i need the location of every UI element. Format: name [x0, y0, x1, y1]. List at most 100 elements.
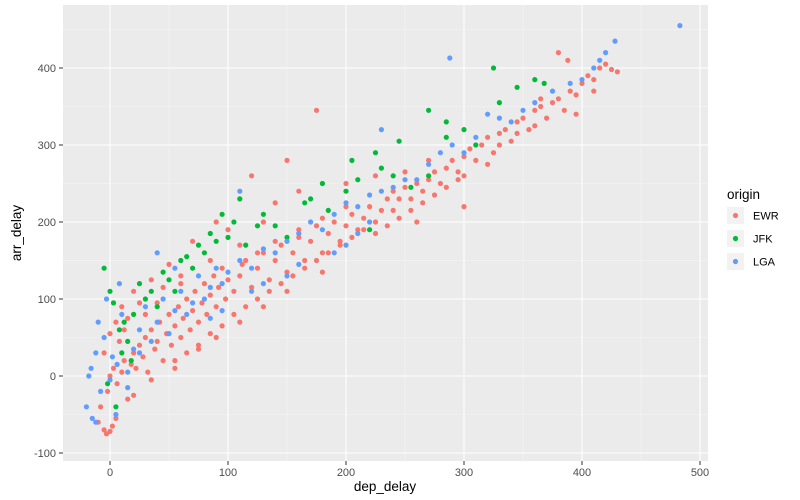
point-ewr: [538, 96, 544, 102]
point-lga: [473, 134, 479, 140]
y-tick-label: 100: [38, 294, 56, 306]
point-jfk: [426, 173, 432, 179]
point-ewr: [125, 315, 131, 321]
x-tick-label: 400: [573, 467, 591, 479]
point-lga: [343, 242, 349, 248]
point-jfk: [372, 150, 379, 156]
point-ewr: [107, 331, 113, 337]
plot-panel: [63, 5, 708, 461]
point-lga: [426, 161, 432, 167]
point-lga: [343, 200, 349, 206]
point-ewr: [110, 365, 117, 371]
point-lga: [319, 227, 325, 233]
point-jfk: [113, 404, 119, 410]
point-ewr: [219, 323, 225, 329]
point-ewr: [290, 273, 296, 279]
point-ewr: [337, 238, 343, 244]
point-ewr: [296, 234, 302, 240]
point-ewr: [142, 334, 148, 341]
point-ewr: [113, 415, 119, 421]
point-jfk: [443, 134, 449, 140]
point-ewr: [168, 342, 174, 348]
point-lga: [597, 57, 603, 63]
point-lga: [101, 334, 107, 341]
point-ewr: [192, 288, 198, 294]
point-jfk: [225, 234, 231, 240]
point-ewr: [121, 358, 127, 364]
point-jfk: [319, 180, 325, 187]
point-lga: [249, 288, 255, 294]
point-ewr: [98, 404, 104, 410]
point-jfk: [166, 277, 172, 283]
point-ewr: [243, 304, 249, 310]
point-ewr: [325, 250, 331, 256]
point-ewr: [455, 177, 461, 183]
point-ewr: [502, 127, 508, 133]
point-ewr: [201, 281, 207, 287]
point-ewr: [213, 304, 219, 310]
point-lga: [579, 77, 585, 83]
point-ewr: [313, 223, 320, 229]
point-lga: [549, 88, 556, 94]
point-ewr: [175, 304, 181, 310]
point-jfk: [260, 211, 266, 217]
point-jfk: [231, 219, 237, 225]
point-lga: [355, 204, 361, 210]
point-jfk: [148, 288, 154, 294]
point-ewr: [355, 227, 361, 233]
point-jfk: [343, 188, 349, 194]
point-ewr: [479, 142, 485, 148]
point-ewr: [319, 250, 325, 256]
point-ewr: [325, 230, 331, 237]
point-lga: [131, 346, 137, 352]
point-ewr: [237, 242, 243, 248]
point-ewr: [190, 308, 196, 314]
x-axis: 0 100 200 300 400 500: [107, 461, 709, 479]
point-jfk: [541, 80, 547, 86]
point-jfk: [160, 269, 166, 275]
point-jfk: [119, 350, 125, 356]
point-lga: [219, 308, 225, 314]
point-ewr: [567, 88, 573, 94]
point-lga: [178, 288, 184, 294]
point-ewr: [573, 111, 579, 117]
point-lga: [447, 55, 453, 61]
point-ewr: [223, 296, 229, 302]
point-lga: [367, 192, 373, 198]
point-ewr: [573, 92, 579, 98]
point-lga: [184, 311, 190, 317]
point-ewr: [178, 281, 184, 287]
point-ewr: [254, 250, 261, 256]
point-ewr: [207, 257, 213, 264]
point-jfk: [201, 250, 207, 256]
y-tick-label: 200: [38, 217, 56, 229]
point-jfk: [408, 184, 414, 190]
point-ewr: [272, 257, 278, 264]
point-ewr: [544, 115, 550, 121]
point-lga: [402, 177, 408, 183]
legend-key-lga: [732, 258, 739, 265]
point-ewr: [603, 61, 609, 67]
point-ewr: [597, 65, 603, 71]
point-lga: [116, 281, 122, 287]
point-ewr: [585, 73, 591, 79]
point-jfk: [207, 230, 213, 237]
point-jfk: [378, 165, 384, 171]
point-ewr: [125, 396, 131, 402]
point-ewr: [207, 331, 213, 337]
point-ewr: [561, 107, 567, 113]
point-jfk: [325, 207, 331, 213]
point-ewr: [426, 157, 432, 163]
point-ewr: [313, 107, 320, 113]
point-jfk: [154, 304, 160, 310]
point-ewr: [549, 100, 556, 106]
point-ewr: [565, 57, 571, 63]
point-lga: [284, 273, 290, 279]
point-ewr: [249, 284, 255, 290]
point-ewr: [160, 358, 166, 364]
point-lga: [201, 296, 207, 302]
point-ewr: [378, 207, 384, 213]
point-lga: [83, 404, 89, 410]
point-jfk: [496, 100, 502, 106]
point-jfk: [125, 338, 131, 344]
